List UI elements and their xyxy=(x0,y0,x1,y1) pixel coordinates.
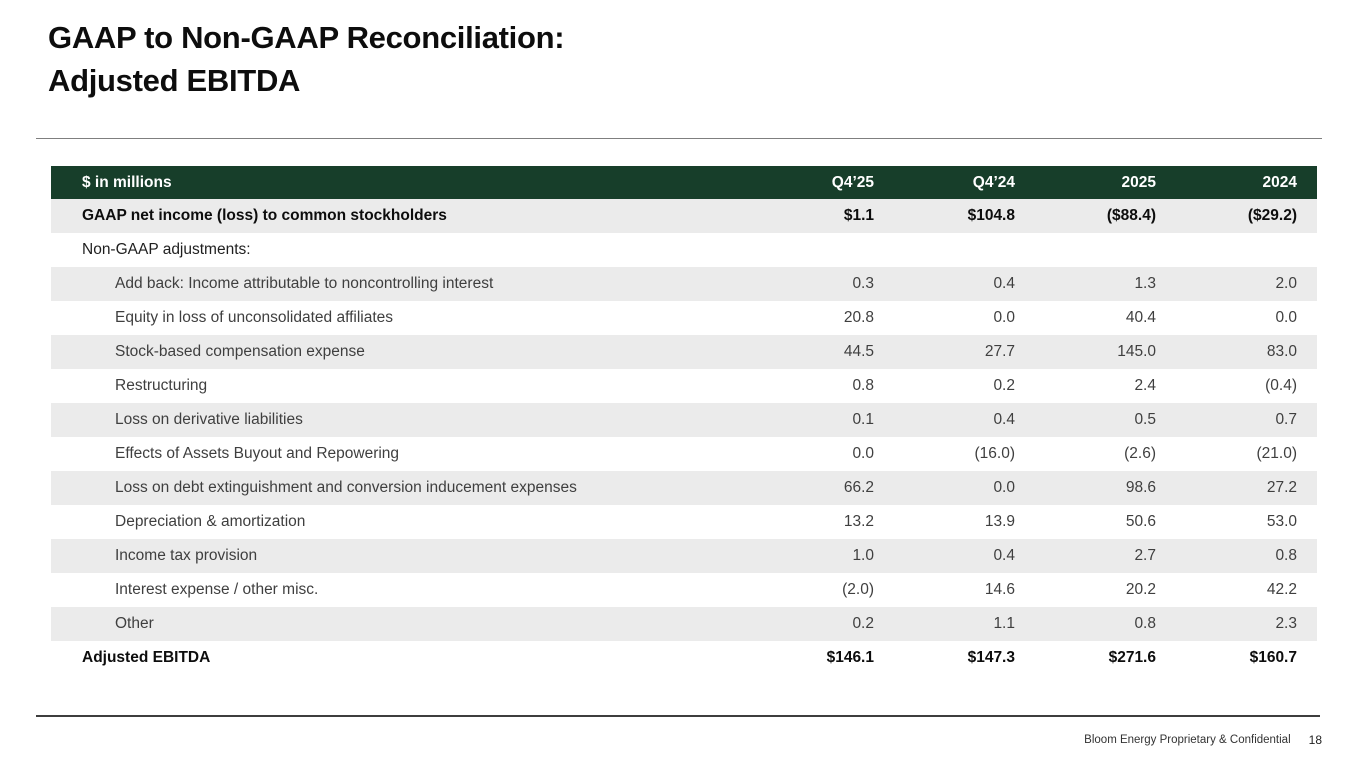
row-value: 0.4 xyxy=(993,275,1015,292)
table-header-col-2024: 2024 xyxy=(1262,173,1297,191)
row-value: 2.0 xyxy=(1275,275,1297,292)
row-label: Adjusted EBITDA xyxy=(82,649,211,666)
row-value: 50.6 xyxy=(1125,513,1156,530)
row-value: 0.1 xyxy=(852,411,874,428)
row-value: 98.6 xyxy=(1125,479,1156,496)
table-row: Income tax provision 1.0 0.4 2.7 0.8 xyxy=(51,539,1317,573)
row-value: 1.1 xyxy=(993,615,1015,632)
row-value: 2.3 xyxy=(1275,615,1297,632)
row-value: 27.2 xyxy=(1266,479,1297,496)
row-value: (2.0) xyxy=(842,581,874,598)
table-body: GAAP net income (loss) to common stockho… xyxy=(51,199,1317,675)
slide-title-line2: Adjusted EBITDA xyxy=(48,63,301,98)
row-value: 0.8 xyxy=(1134,615,1156,632)
row-value: 27.7 xyxy=(984,343,1015,360)
row-label: Loss on debt extinguishment and conversi… xyxy=(115,479,577,496)
row-value: 0.0 xyxy=(1275,309,1297,326)
table-header-col-q424: Q4’24 xyxy=(972,173,1015,191)
row-label: Interest expense / other misc. xyxy=(115,581,319,598)
row-label: Non-GAAP adjustments: xyxy=(82,241,251,258)
row-value: 2.4 xyxy=(1134,377,1156,394)
row-value: 0.8 xyxy=(1275,547,1297,564)
row-value: $160.7 xyxy=(1249,649,1297,666)
table-row: Other 0.2 1.1 0.8 2.3 xyxy=(51,607,1317,641)
table-row: Stock-based compensation expense 44.5 27… xyxy=(51,335,1317,369)
table-row: Restructuring 0.8 0.2 2.4 (0.4) xyxy=(51,369,1317,403)
row-label: Income tax provision xyxy=(115,547,258,564)
row-value: 20.8 xyxy=(843,309,874,326)
row-label: Effects of Assets Buyout and Repowering xyxy=(115,445,400,462)
row-value: (21.0) xyxy=(1256,445,1298,462)
row-value: 0.8 xyxy=(852,377,874,394)
row-value: 0.5 xyxy=(1134,411,1156,428)
row-value: 44.5 xyxy=(843,343,874,360)
row-value: 0.2 xyxy=(852,615,874,632)
row-value: (16.0) xyxy=(974,445,1016,462)
row-value: $146.1 xyxy=(826,649,874,666)
row-value: 0.2 xyxy=(993,377,1015,394)
table-row: GAAP net income (loss) to common stockho… xyxy=(51,199,1317,233)
table-row: Interest expense / other misc. (2.0) 14.… xyxy=(51,573,1317,607)
row-value: 40.4 xyxy=(1125,309,1156,326)
table-row: Equity in loss of unconsolidated affilia… xyxy=(51,301,1317,335)
footer: Bloom Energy Proprietary & Confidential … xyxy=(1084,733,1322,747)
table-row: Adjusted EBITDA $146.1 $147.3 $271.6 $16… xyxy=(51,641,1317,675)
row-label: Equity in loss of unconsolidated affilia… xyxy=(115,309,394,326)
row-value: $1.1 xyxy=(843,207,874,224)
row-value: 0.0 xyxy=(993,309,1015,326)
title-divider-line xyxy=(36,138,1322,139)
row-value: 53.0 xyxy=(1266,513,1297,530)
footer-divider-line xyxy=(36,715,1320,717)
row-value: ($29.2) xyxy=(1247,207,1297,224)
reconciliation-table: $ in millions Q4’25 Q4’24 2025 2024 GAAP… xyxy=(51,166,1317,675)
footer-confidential-text: Bloom Energy Proprietary & Confidential xyxy=(1084,734,1291,746)
row-value: 13.2 xyxy=(843,513,874,530)
table-row: Effects of Assets Buyout and Repowering … xyxy=(51,437,1317,471)
slide-title-line1: GAAP to Non-GAAP Reconciliation: xyxy=(48,20,565,55)
row-value: 0.0 xyxy=(993,479,1015,496)
row-value: (2.6) xyxy=(1124,445,1156,462)
row-value: 0.0 xyxy=(852,445,874,462)
row-value: 2.7 xyxy=(1134,547,1156,564)
row-value: 14.6 xyxy=(984,581,1015,598)
row-value: 0.4 xyxy=(993,411,1015,428)
row-label: Stock-based compensation expense xyxy=(115,343,365,360)
table-row: Depreciation & amortization 13.2 13.9 50… xyxy=(51,505,1317,539)
row-value: 42.2 xyxy=(1266,581,1297,598)
row-label: Other xyxy=(115,615,154,632)
table-row: Add back: Income attributable to noncont… xyxy=(51,267,1317,301)
row-value: 13.9 xyxy=(984,513,1015,530)
row-value: $104.8 xyxy=(967,207,1015,224)
row-value: 83.0 xyxy=(1266,343,1297,360)
table-row: Loss on debt extinguishment and conversi… xyxy=(51,471,1317,505)
row-label: GAAP net income (loss) to common stockho… xyxy=(82,207,447,224)
footer-page-number: 18 xyxy=(1308,733,1322,747)
table-header-col-q425: Q4’25 xyxy=(831,173,874,191)
row-label: Loss on derivative liabilities xyxy=(115,411,303,428)
row-value: 20.2 xyxy=(1125,581,1156,598)
row-value: 0.7 xyxy=(1275,411,1297,428)
row-value: $147.3 xyxy=(967,649,1015,666)
row-value: $271.6 xyxy=(1108,649,1156,666)
row-label: Restructuring xyxy=(115,377,208,394)
row-value: 145.0 xyxy=(1117,343,1156,360)
row-value: (0.4) xyxy=(1265,377,1297,394)
row-value: 0.4 xyxy=(993,547,1015,564)
row-value: 0.3 xyxy=(852,275,874,292)
table-header-col-2025: 2025 xyxy=(1121,173,1156,191)
row-label: Depreciation & amortization xyxy=(115,513,306,530)
row-value: ($88.4) xyxy=(1106,207,1156,224)
table-header-unit-label: $ in millions xyxy=(82,173,172,191)
row-value: 1.0 xyxy=(852,547,874,564)
table-row: Loss on derivative liabilities 0.1 0.4 0… xyxy=(51,403,1317,437)
row-value: 66.2 xyxy=(843,479,874,496)
table-header-row: $ in millions Q4’25 Q4’24 2025 2024 xyxy=(51,166,1317,199)
row-value: 1.3 xyxy=(1134,275,1156,292)
table-row: Non-GAAP adjustments: xyxy=(51,233,1317,267)
slide-title: GAAP to Non-GAAP Reconciliation: Adjuste… xyxy=(48,16,565,102)
row-label: Add back: Income attributable to noncont… xyxy=(115,275,494,292)
